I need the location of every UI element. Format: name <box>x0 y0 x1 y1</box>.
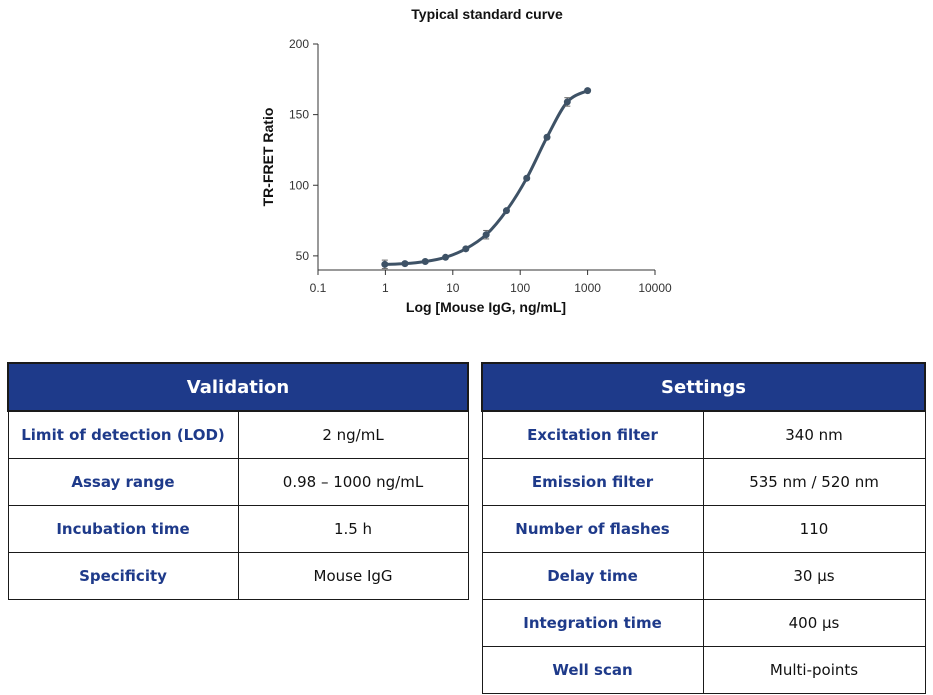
table-row: Specificity Mouse IgG <box>7 552 469 600</box>
data-point <box>381 260 389 268</box>
row-label: Limit of detection (LOD) <box>7 410 239 459</box>
table-row: Integration time 400 µs <box>481 599 926 647</box>
row-value: 110 <box>702 505 926 553</box>
table-row: Well scan Multi-points <box>481 646 926 694</box>
data-point <box>482 231 490 239</box>
row-value: 1.5 h <box>237 505 469 553</box>
row-label: Emission filter <box>481 458 704 506</box>
data-point <box>584 87 592 95</box>
settings-header-row: Settings <box>481 362 926 412</box>
chart-title: Typical standard curve <box>411 6 563 22</box>
row-label: Well scan <box>481 646 704 694</box>
row-value: 30 µs <box>702 552 926 600</box>
row-value: Mouse IgG <box>237 552 469 600</box>
row-value: 340 nm <box>702 410 926 459</box>
y-axis-ticks: 50 100 150 200 <box>289 37 318 263</box>
data-point <box>563 98 571 106</box>
table-row: Number of flashes 110 <box>481 505 926 553</box>
y-tick-label: 100 <box>289 178 309 192</box>
y-tick-label: 200 <box>289 37 309 51</box>
row-label: Incubation time <box>7 505 239 553</box>
y-axis-label: TR-FRET Ratio <box>260 108 276 207</box>
data-points <box>381 87 592 270</box>
row-label: Number of flashes <box>481 505 704 553</box>
x-axis-ticks: 0.1 1 10 100 1000 10000 <box>310 270 672 295</box>
x-tick-label: 10000 <box>638 281 672 295</box>
x-tick-label: 10 <box>446 281 460 295</box>
data-point <box>523 174 531 182</box>
row-value: 0.98 – 1000 ng/mL <box>237 458 469 506</box>
table-row: Assay range 0.98 – 1000 ng/mL <box>7 458 469 506</box>
x-tick-label: 100 <box>510 281 530 295</box>
validation-header: Validation <box>6 362 470 412</box>
table-row: Emission filter 535 nm / 520 nm <box>481 458 926 506</box>
y-tick-label: 150 <box>289 108 309 122</box>
row-value: 535 nm / 520 nm <box>702 458 926 506</box>
row-value: 400 µs <box>702 599 926 647</box>
data-point <box>543 133 551 141</box>
row-label: Integration time <box>481 599 704 647</box>
x-tick-label: 0.1 <box>310 281 327 295</box>
data-point <box>401 260 409 268</box>
settings-header: Settings <box>481 362 926 412</box>
row-label: Delay time <box>481 552 704 600</box>
settings-table: Settings Excitation filter 340 nm Emissi… <box>481 362 926 694</box>
y-tick-label: 50 <box>296 249 310 263</box>
data-point <box>442 253 450 261</box>
x-tick-label: 1 <box>382 281 389 295</box>
data-point <box>502 207 510 215</box>
data-point <box>462 245 470 253</box>
x-tick-label: 1000 <box>574 281 601 295</box>
row-label: Excitation filter <box>481 410 704 459</box>
row-value: 2 ng/mL <box>237 410 469 459</box>
standard-curve-chart: Typical standard curve 0.1 1 10 100 1000 1000… <box>260 6 672 315</box>
x-axis-label: Log [Mouse IgG, ng/mL] <box>406 299 566 315</box>
table-row: Excitation filter 340 nm <box>481 410 926 459</box>
validation-header-row: Validation <box>6 362 470 412</box>
table-row: Delay time 30 µs <box>481 552 926 600</box>
table-row: Limit of detection (LOD) 2 ng/mL <box>7 410 469 459</box>
row-value: Multi-points <box>702 646 926 694</box>
validation-table: Validation Limit of detection (LOD) 2 ng… <box>6 362 470 600</box>
row-label: Specificity <box>7 552 239 600</box>
row-label: Assay range <box>7 458 239 506</box>
table-row: Incubation time 1.5 h <box>7 505 469 553</box>
data-point <box>421 258 429 266</box>
